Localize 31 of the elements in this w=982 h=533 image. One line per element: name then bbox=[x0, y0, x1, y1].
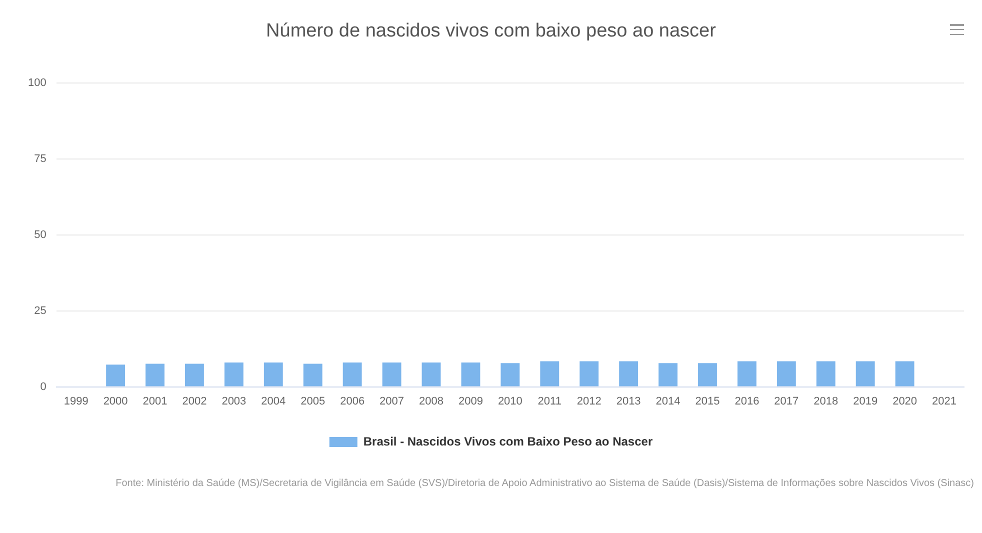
x-tick-label: 2017 bbox=[774, 395, 799, 408]
x-tick-label: 2009 bbox=[458, 395, 483, 408]
x-tick-label: 2014 bbox=[656, 395, 680, 408]
x-tick-label: 2013 bbox=[616, 395, 641, 408]
x-tick-label: 2020 bbox=[892, 395, 918, 408]
x-tick-label: 1999 bbox=[64, 395, 88, 408]
x-tick-label: 2003 bbox=[222, 395, 246, 408]
x-tick-label: 2002 bbox=[182, 395, 207, 408]
y-tick-label: 50 bbox=[34, 228, 46, 241]
x-tick-label: 2005 bbox=[300, 395, 326, 408]
x-tick-label: 2004 bbox=[261, 395, 286, 408]
x-tick-label: 2011 bbox=[538, 395, 562, 408]
x-tick-label: 2018 bbox=[814, 395, 838, 408]
x-tick-label: 2000 bbox=[103, 395, 128, 408]
legend-label: Brasil - Nascidos Vivos com Baixo Peso ao Nascer bbox=[363, 434, 653, 448]
x-tick-label: 2007 bbox=[380, 395, 404, 408]
chart-title: Número de nascidos vivos com baixo peso ao nascer bbox=[266, 20, 717, 42]
x-tick-label: 2016 bbox=[734, 395, 760, 408]
x-tick-label: 2019 bbox=[853, 395, 878, 408]
x-tick-label: 2006 bbox=[340, 395, 365, 408]
x-tick-label: 2001 bbox=[142, 395, 168, 408]
x-tick-label: 2015 bbox=[695, 395, 720, 408]
source-note: Fonte: Ministério da Saúde (MS)/Secretaria de Vigilância em Saúde (SVS)/Diretoria de Apoio Administrativo ao Sistema de Saúde (Dasis)/Sistema de Informações sobre Nascidos Vivos (Sinasc) bbox=[114, 477, 974, 491]
x-tick-label: 2008 bbox=[419, 395, 444, 408]
y-tick-label: 0 bbox=[40, 380, 46, 393]
y-tick-label: 75 bbox=[34, 152, 46, 165]
x-tick-label: 2021 bbox=[932, 395, 957, 408]
y-tick-label: 100 bbox=[28, 76, 46, 89]
x-tick-label: 2012 bbox=[576, 395, 602, 408]
x-tick-label: 2010 bbox=[498, 395, 522, 408]
y-tick-label: 25 bbox=[34, 304, 46, 317]
